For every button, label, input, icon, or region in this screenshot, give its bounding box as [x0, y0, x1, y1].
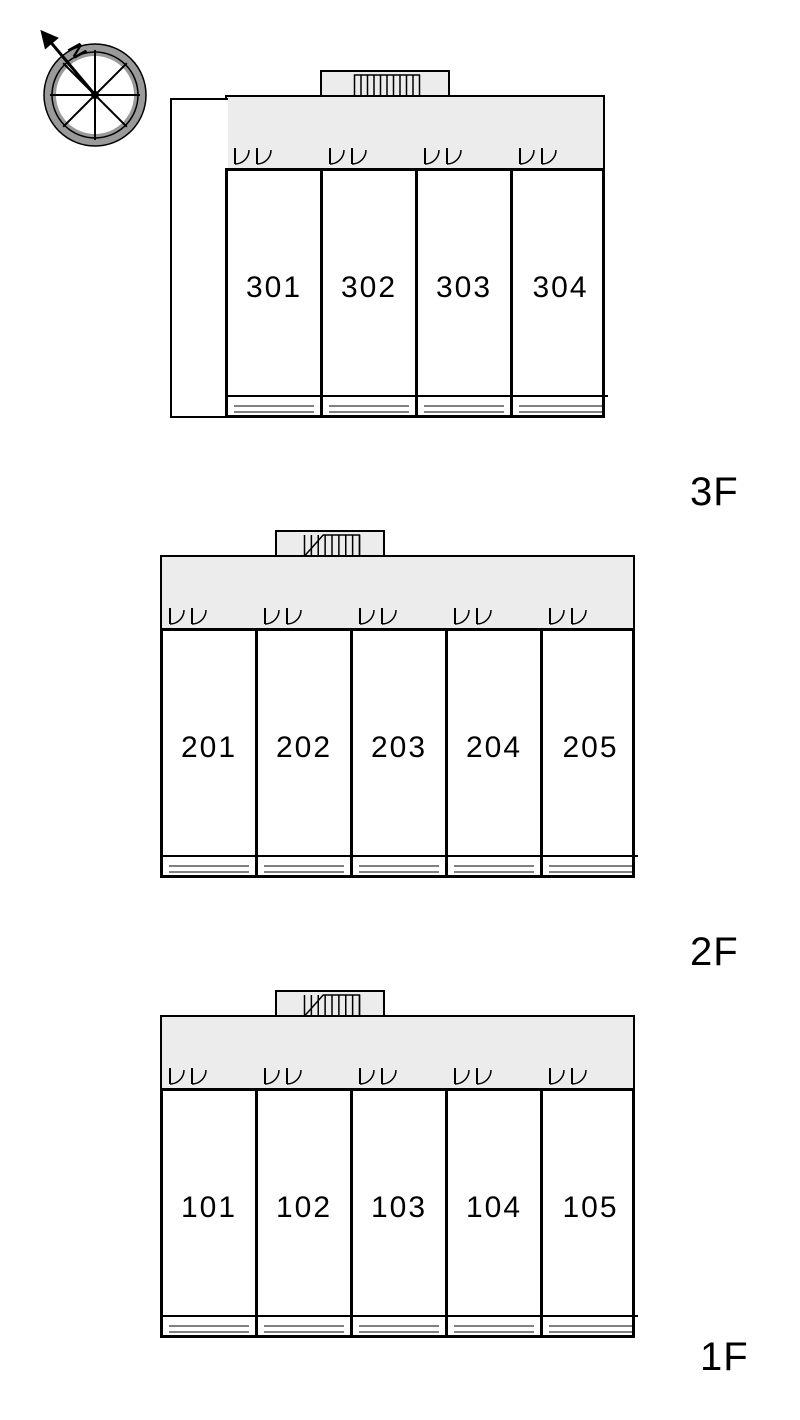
window-sill — [163, 1315, 255, 1317]
unit-302: 302 — [323, 171, 418, 415]
window-sill — [543, 1315, 638, 1317]
unit-label: 101 — [163, 1191, 255, 1225]
unit-304: 304 — [513, 171, 608, 415]
sill-dashes — [454, 1321, 534, 1331]
unit-label: 202 — [258, 731, 350, 765]
floorplan-canvas: N — [0, 0, 800, 1373]
unit-label: 304 — [513, 271, 608, 305]
sill-dashes — [329, 401, 409, 411]
unit-203: 203 — [353, 631, 448, 875]
sill-dashes — [234, 401, 314, 411]
window-sill — [448, 855, 540, 857]
unit-202: 202 — [258, 631, 353, 875]
unit-label: 205 — [543, 731, 638, 765]
window-sill — [418, 395, 510, 397]
window-sill — [163, 855, 255, 857]
window-sill — [543, 855, 638, 857]
sill-dashes — [169, 1321, 249, 1331]
unit-105: 105 — [543, 1091, 638, 1335]
stair-box — [275, 530, 385, 557]
floor-label: 2F — [690, 930, 739, 975]
unit-103: 103 — [353, 1091, 448, 1335]
doors-row — [160, 610, 635, 630]
sill-dashes — [359, 1321, 439, 1331]
window-sill — [323, 395, 415, 397]
unit-205: 205 — [543, 631, 638, 875]
floor-3F: 3013023033043F — [0, 70, 800, 500]
units-box: 201202203204205 — [160, 628, 635, 878]
unit-label: 104 — [448, 1191, 540, 1225]
floor-1F: 101102103104105 1F — [0, 990, 800, 1420]
units-box: 301302303304 — [225, 168, 605, 418]
unit-label: 301 — [228, 271, 320, 305]
unit-label: 201 — [163, 731, 255, 765]
sill-dashes — [169, 861, 249, 871]
window-sill — [353, 1315, 445, 1317]
sill-dashes — [424, 401, 504, 411]
unit-104: 104 — [448, 1091, 543, 1335]
stair-box — [320, 70, 450, 97]
unit-label: 303 — [418, 271, 510, 305]
sill-dashes — [454, 861, 534, 871]
unit-201: 201 — [163, 631, 258, 875]
sill-dashes — [549, 1321, 632, 1331]
unit-301: 301 — [228, 171, 323, 415]
window-sill — [228, 395, 320, 397]
unit-label: 204 — [448, 731, 540, 765]
sill-dashes — [519, 401, 602, 411]
window-sill — [448, 1315, 540, 1317]
units-box: 101102103104105 — [160, 1088, 635, 1338]
unit-label: 102 — [258, 1191, 350, 1225]
window-sill — [353, 855, 445, 857]
sill-dashes — [264, 861, 344, 871]
unit-303: 303 — [418, 171, 513, 415]
doors-row — [160, 1070, 635, 1090]
unit-label: 203 — [353, 731, 445, 765]
floor-label: 1F — [700, 1335, 749, 1380]
window-sill — [513, 395, 608, 397]
unit-label: 302 — [323, 271, 415, 305]
sill-dashes — [549, 861, 632, 871]
unit-204: 204 — [448, 631, 543, 875]
floor-2F: 2012022032042052F — [0, 530, 800, 960]
unit-101: 101 — [163, 1091, 258, 1335]
window-sill — [258, 1315, 350, 1317]
unit-label: 103 — [353, 1191, 445, 1225]
window-sill — [258, 855, 350, 857]
floor-label: 3F — [690, 470, 739, 515]
side-room — [170, 98, 228, 418]
doors-row — [225, 150, 605, 170]
stair-box — [275, 990, 385, 1017]
unit-label: 105 — [543, 1191, 638, 1225]
sill-dashes — [264, 1321, 344, 1331]
unit-102: 102 — [258, 1091, 353, 1335]
sill-dashes — [359, 861, 439, 871]
